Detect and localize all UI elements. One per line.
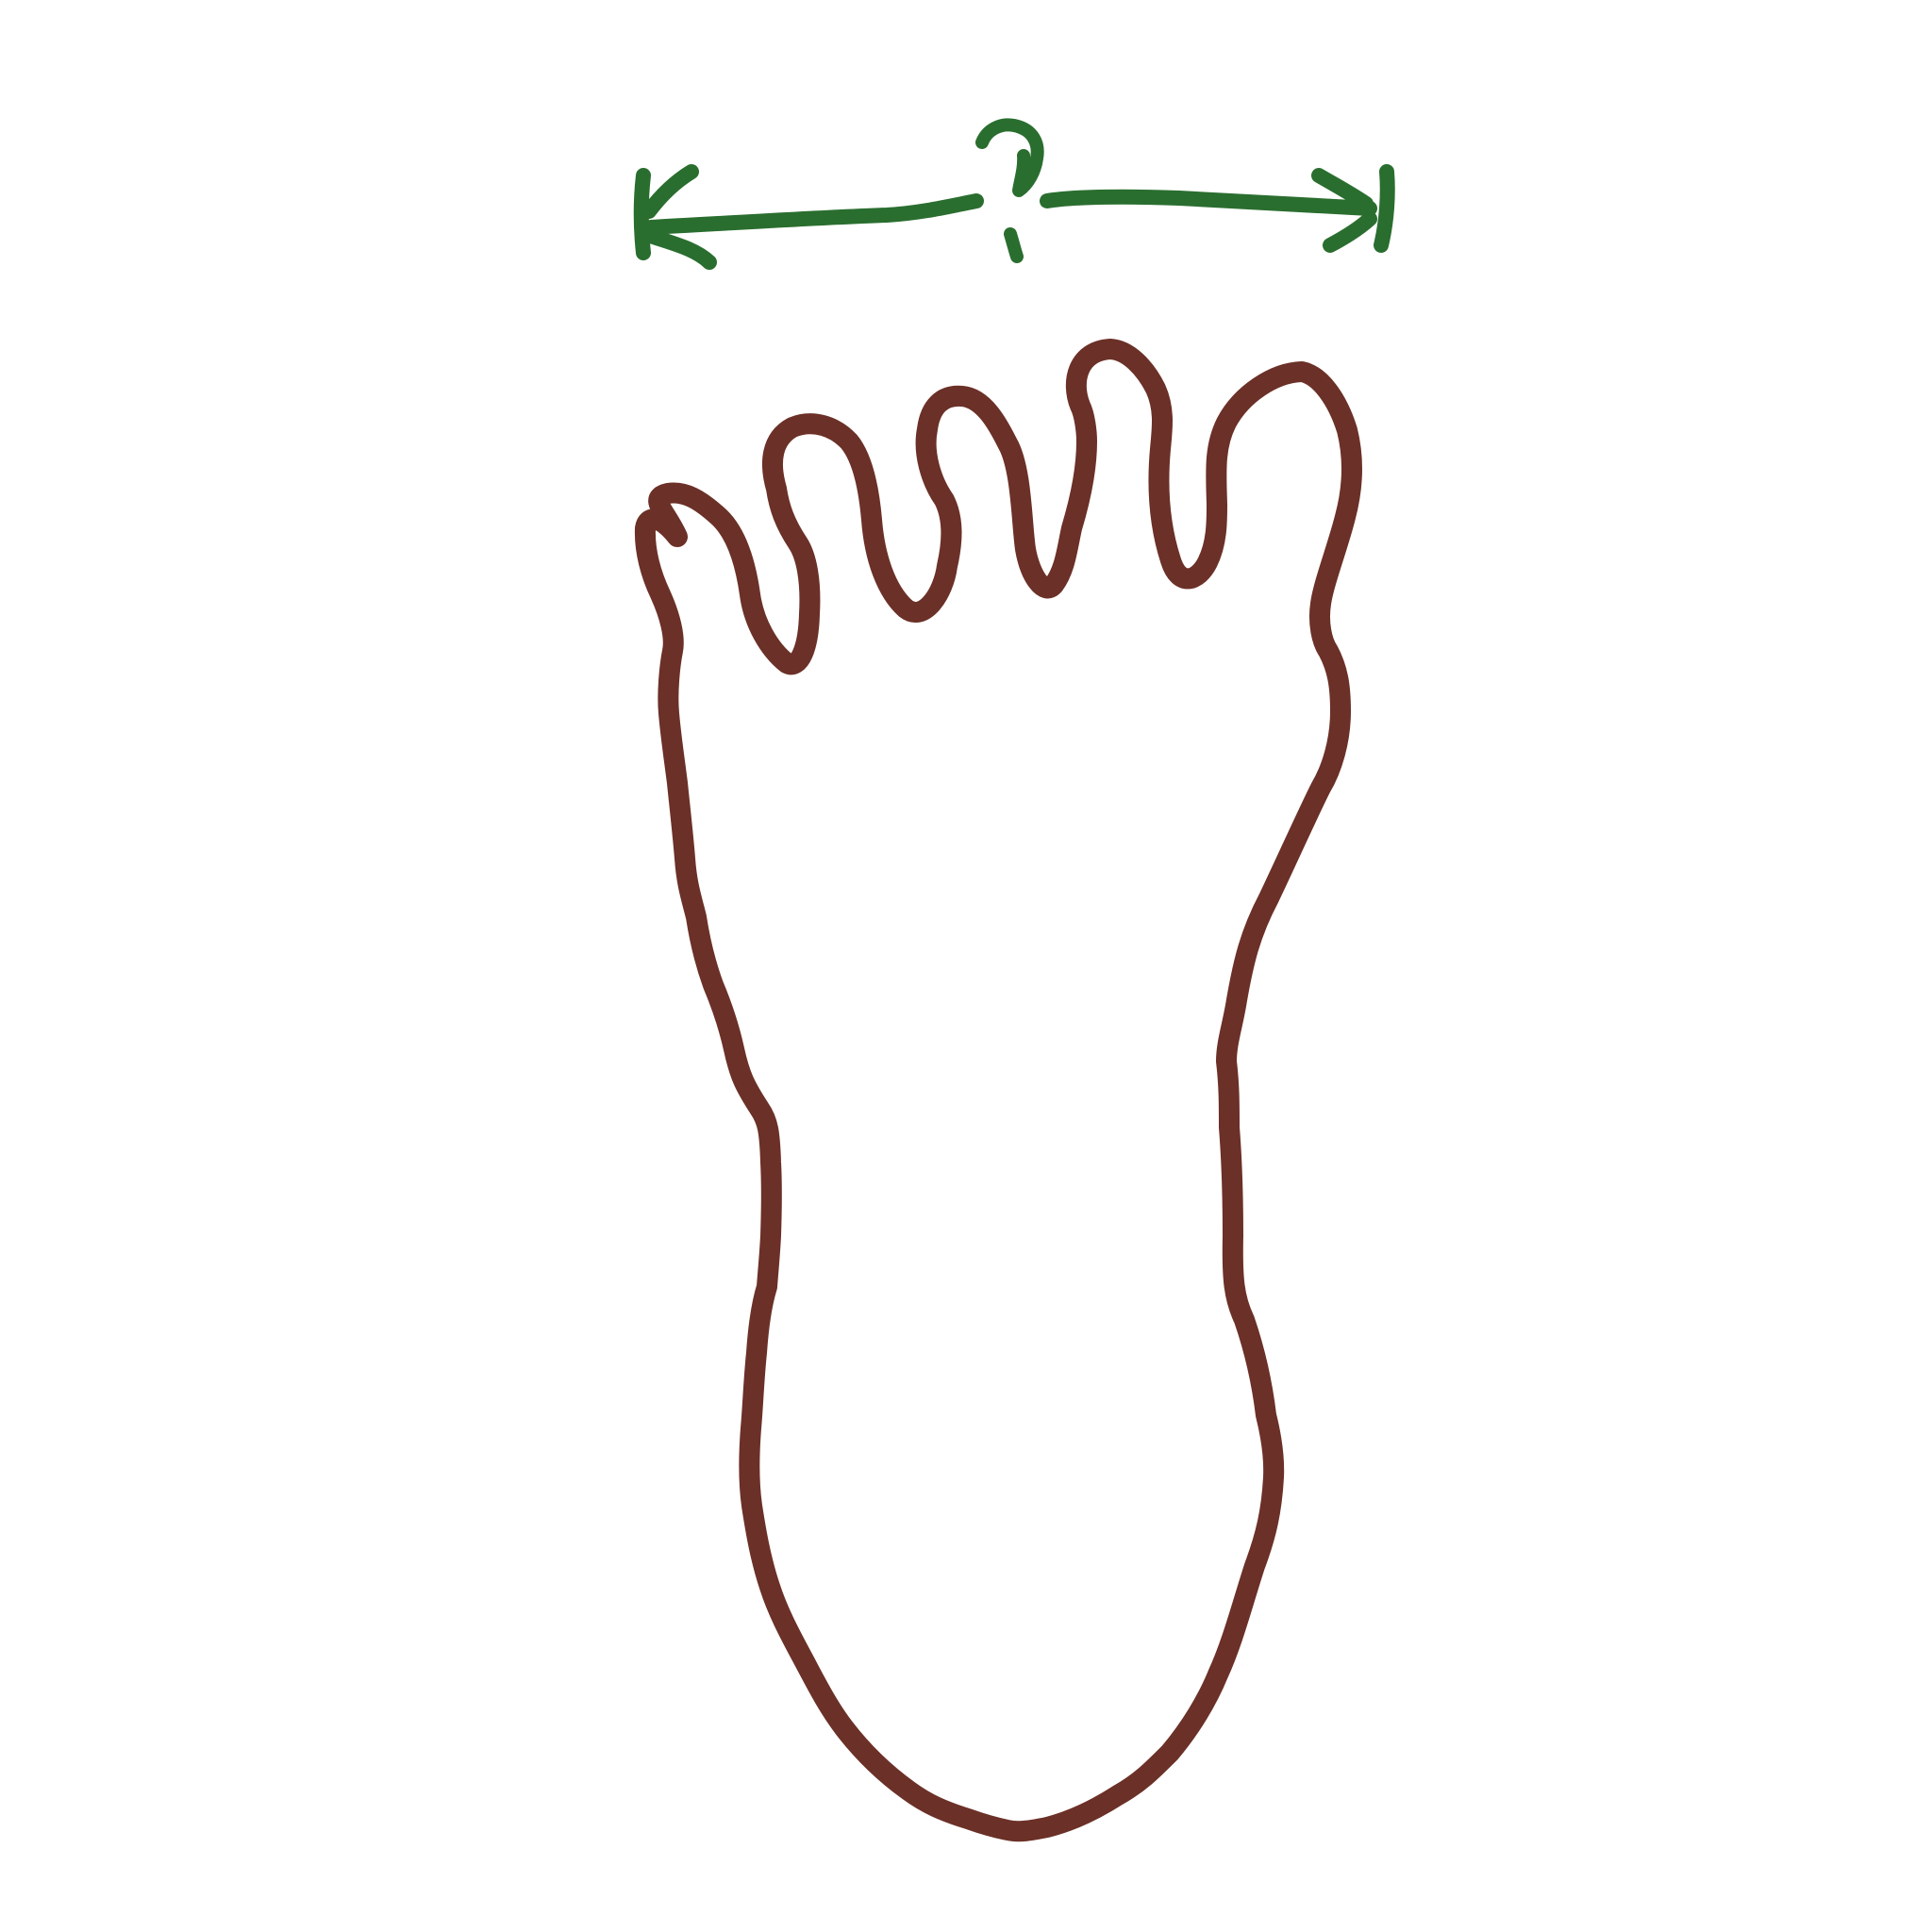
width-arrow-left-head — [633, 164, 717, 270]
question-mark-dot — [1004, 227, 1024, 263]
question-mark-hook — [975, 118, 1044, 197]
width-arrow-icon: ? — [633, 118, 1395, 270]
question-mark-icon — [975, 118, 1044, 263]
foot-outline-icon — [634, 339, 1363, 1842]
width-arrow-right-head — [1311, 164, 1395, 253]
width-arrow-right-shaft — [1040, 189, 1377, 216]
width-arrow-left-shaft — [643, 193, 984, 235]
